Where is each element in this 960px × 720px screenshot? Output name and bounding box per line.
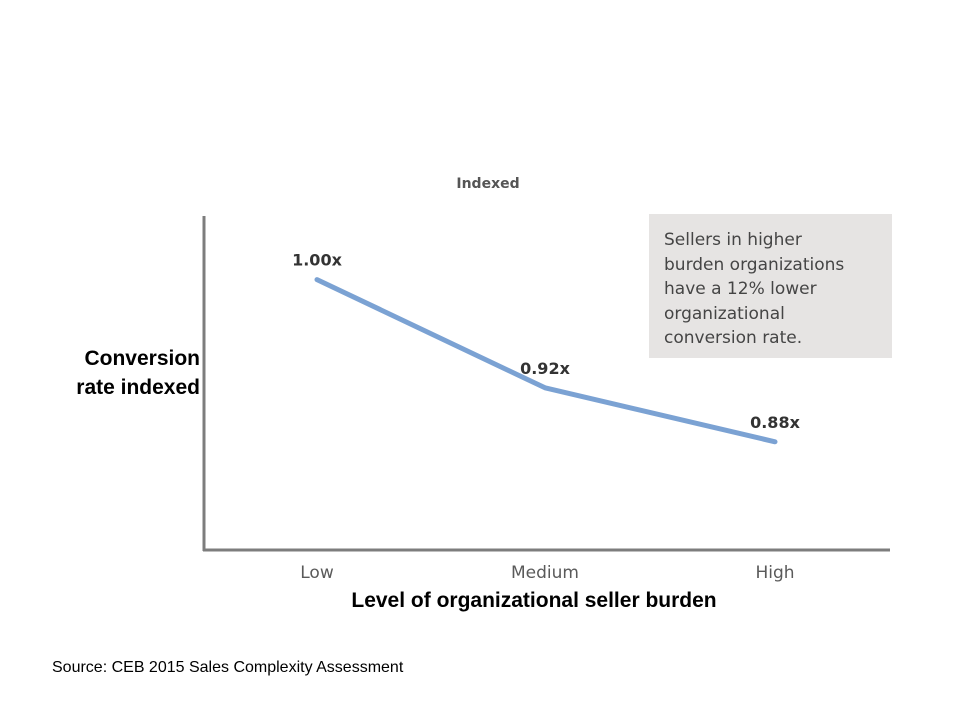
x-tick-high: High xyxy=(755,563,794,583)
annotation-line: burden organizations xyxy=(664,254,845,275)
annotation-line: have a 12% lower xyxy=(664,279,817,299)
x-tick-medium: Medium xyxy=(511,563,579,583)
annotation-line: Sellers in higher xyxy=(664,230,802,250)
data-label-medium: 0.92x xyxy=(520,359,570,378)
annotation-line: conversion rate. xyxy=(664,328,803,348)
chart-subtitle: Indexed xyxy=(456,176,520,192)
y-axis-label: Conversion rate indexed xyxy=(20,344,200,402)
annotation-box: Sellers in higher burden organizations h… xyxy=(649,214,892,358)
series-line xyxy=(314,277,778,445)
y-axis-label-line-2: rate indexed xyxy=(76,376,200,399)
x-tick-low: Low xyxy=(300,563,334,583)
x-axis-label: Level of organizational seller burden xyxy=(351,589,717,612)
y-axis-label-line-1: Conversion xyxy=(84,347,200,370)
annotation-line: organizational xyxy=(664,303,785,324)
data-label-low: 1.00x xyxy=(292,251,342,270)
source-note: Source: CEB 2015 Sales Complexity Assess… xyxy=(52,659,404,676)
data-label-high: 0.88x xyxy=(750,413,800,432)
